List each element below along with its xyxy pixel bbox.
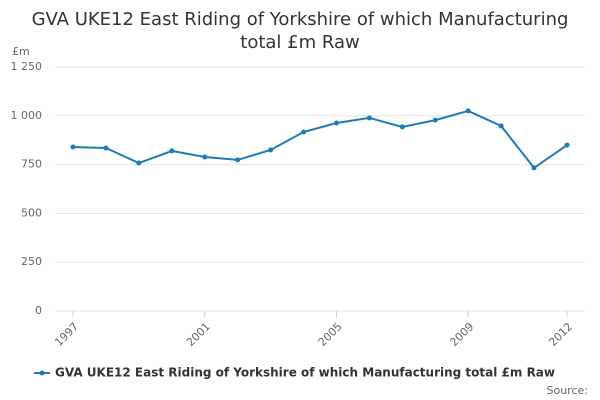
data-point xyxy=(498,123,504,129)
x-tick-label: 2005 xyxy=(316,320,345,349)
x-tick-label: 2009 xyxy=(447,320,476,349)
y-tick-label: 250 xyxy=(21,255,42,268)
x-tick-label: 2012 xyxy=(546,320,575,349)
data-point xyxy=(103,145,109,151)
y-tick-label: 750 xyxy=(21,158,42,171)
x-tick-label: 1997 xyxy=(52,320,81,349)
data-point xyxy=(333,120,339,126)
source: Source: xyxy=(547,384,589,397)
y-tick-label: 1 250 xyxy=(11,60,43,73)
legend-marker xyxy=(39,370,45,376)
data-point xyxy=(301,129,307,135)
x-tick-label: 2001 xyxy=(184,320,213,349)
data-point xyxy=(70,144,76,150)
data-point xyxy=(531,165,537,171)
y-tick-label: 0 xyxy=(35,304,42,317)
data-point xyxy=(366,115,372,121)
series-line xyxy=(72,109,568,170)
y-tick-label: 1 000 xyxy=(11,109,43,122)
data-point xyxy=(136,160,142,166)
data-point xyxy=(564,142,570,148)
data-point xyxy=(268,147,274,153)
chart-title: GVA UKE12 East Riding of Yorkshire of wh… xyxy=(31,9,569,53)
y-tick-label: 500 xyxy=(21,206,42,219)
data-point xyxy=(465,108,471,114)
data-point xyxy=(235,157,241,163)
data-point xyxy=(399,124,405,130)
y-axis-label: £m xyxy=(12,45,30,58)
legend-label: GVA UKE12 East Riding of Yorkshire of wh… xyxy=(55,366,555,380)
data-point xyxy=(432,117,438,123)
data-point xyxy=(202,154,208,160)
data-point xyxy=(169,148,175,154)
